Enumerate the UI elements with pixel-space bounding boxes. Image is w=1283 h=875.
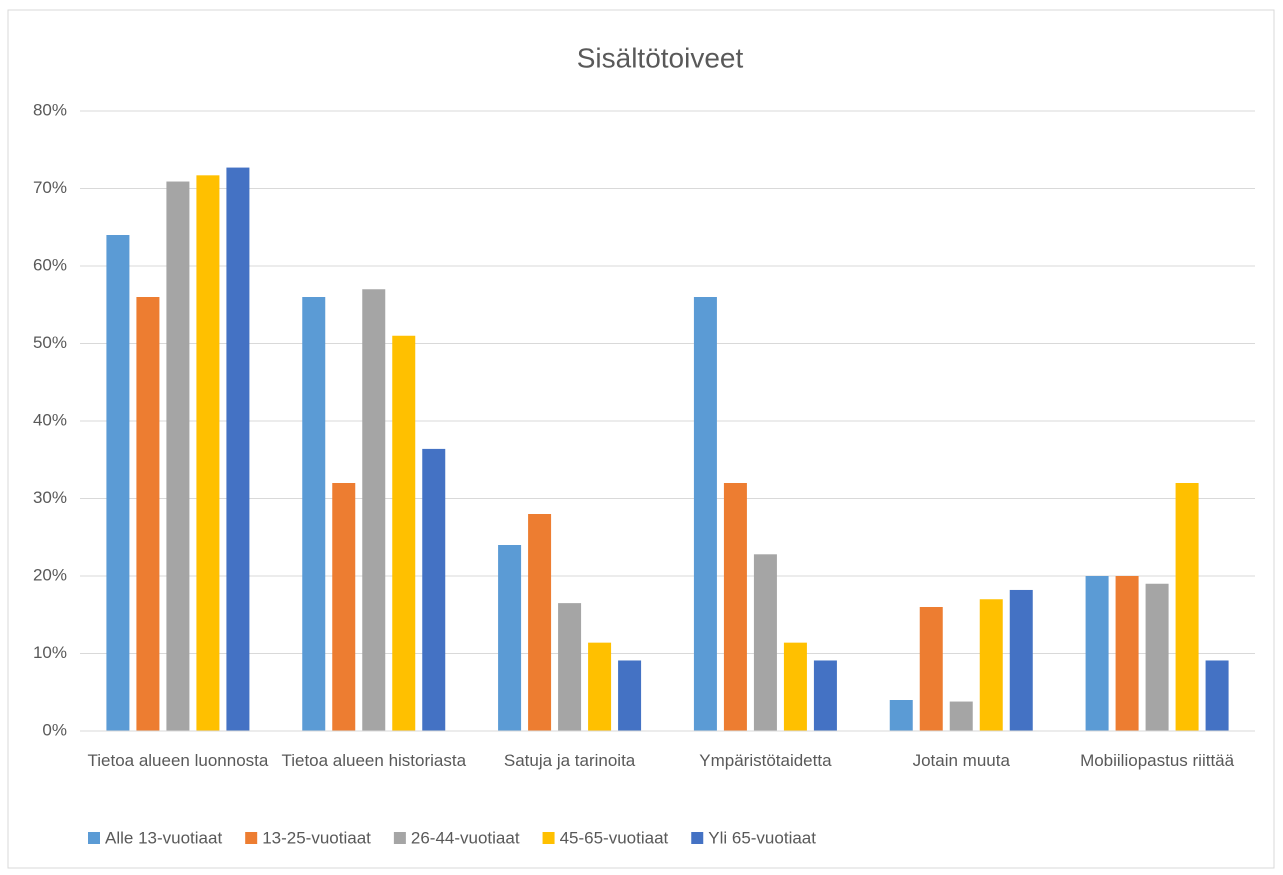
bar — [1175, 483, 1199, 731]
chart-title: Sisältötoiveet — [577, 42, 744, 73]
bar — [1115, 576, 1139, 731]
bar — [979, 599, 1003, 731]
bar — [1145, 583, 1169, 731]
bar — [949, 701, 973, 731]
legend-swatch — [542, 832, 555, 844]
bar — [1009, 589, 1033, 731]
bar — [226, 167, 250, 731]
bar — [1205, 660, 1229, 731]
legend-label: 45-65-vuotiaat — [560, 828, 669, 847]
y-tick-label: 50% — [33, 333, 67, 352]
bar — [136, 297, 160, 731]
x-tick-label: Satuja ja tarinoita — [503, 751, 636, 770]
bar — [558, 603, 582, 731]
bar — [1085, 576, 1109, 731]
bar — [498, 545, 522, 731]
legend-swatch — [691, 832, 704, 844]
bar — [783, 642, 807, 731]
bar — [106, 235, 130, 731]
legend-label: 26-44-vuotiaat — [411, 828, 520, 847]
y-tick-label: 0% — [42, 720, 67, 739]
bar — [919, 607, 943, 731]
bar — [302, 297, 326, 731]
bar — [693, 297, 717, 731]
bar — [422, 448, 446, 731]
bar — [332, 483, 356, 731]
legend-label: Yli 65-vuotiaat — [708, 828, 816, 847]
y-tick-label: 10% — [33, 643, 67, 662]
y-tick-label: 80% — [33, 100, 67, 119]
x-tick-label: Mobiiliopastus riittää — [1080, 751, 1235, 770]
bar — [166, 181, 190, 731]
y-tick-label: 60% — [33, 255, 67, 274]
y-tick-label: 30% — [33, 488, 67, 507]
y-tick-label: 70% — [33, 178, 67, 197]
y-tick-label: 20% — [33, 565, 67, 584]
x-tick-label: Tietoa alueen luonnosta — [87, 751, 269, 770]
bar — [528, 514, 552, 731]
bar — [723, 483, 747, 731]
y-tick-label: 40% — [33, 410, 67, 429]
bar — [753, 554, 777, 731]
bar — [362, 289, 386, 731]
bar — [196, 175, 220, 731]
legend-swatch — [245, 832, 258, 844]
legend-swatch — [88, 832, 100, 844]
legend-swatch — [393, 832, 406, 844]
bar — [588, 642, 612, 731]
bar — [392, 335, 416, 731]
x-tick-label: Ympäristötaidetta — [699, 751, 832, 770]
bar — [813, 660, 837, 731]
bar — [618, 660, 642, 731]
x-tick-label: Jotain muuta — [912, 751, 1010, 770]
x-tick-label: Tietoa alueen historiasta — [281, 751, 467, 770]
legend-label: 13-25-vuotiaat — [262, 828, 371, 847]
bar — [889, 700, 913, 731]
legend-label: Alle 13-vuotiaat — [105, 828, 222, 847]
